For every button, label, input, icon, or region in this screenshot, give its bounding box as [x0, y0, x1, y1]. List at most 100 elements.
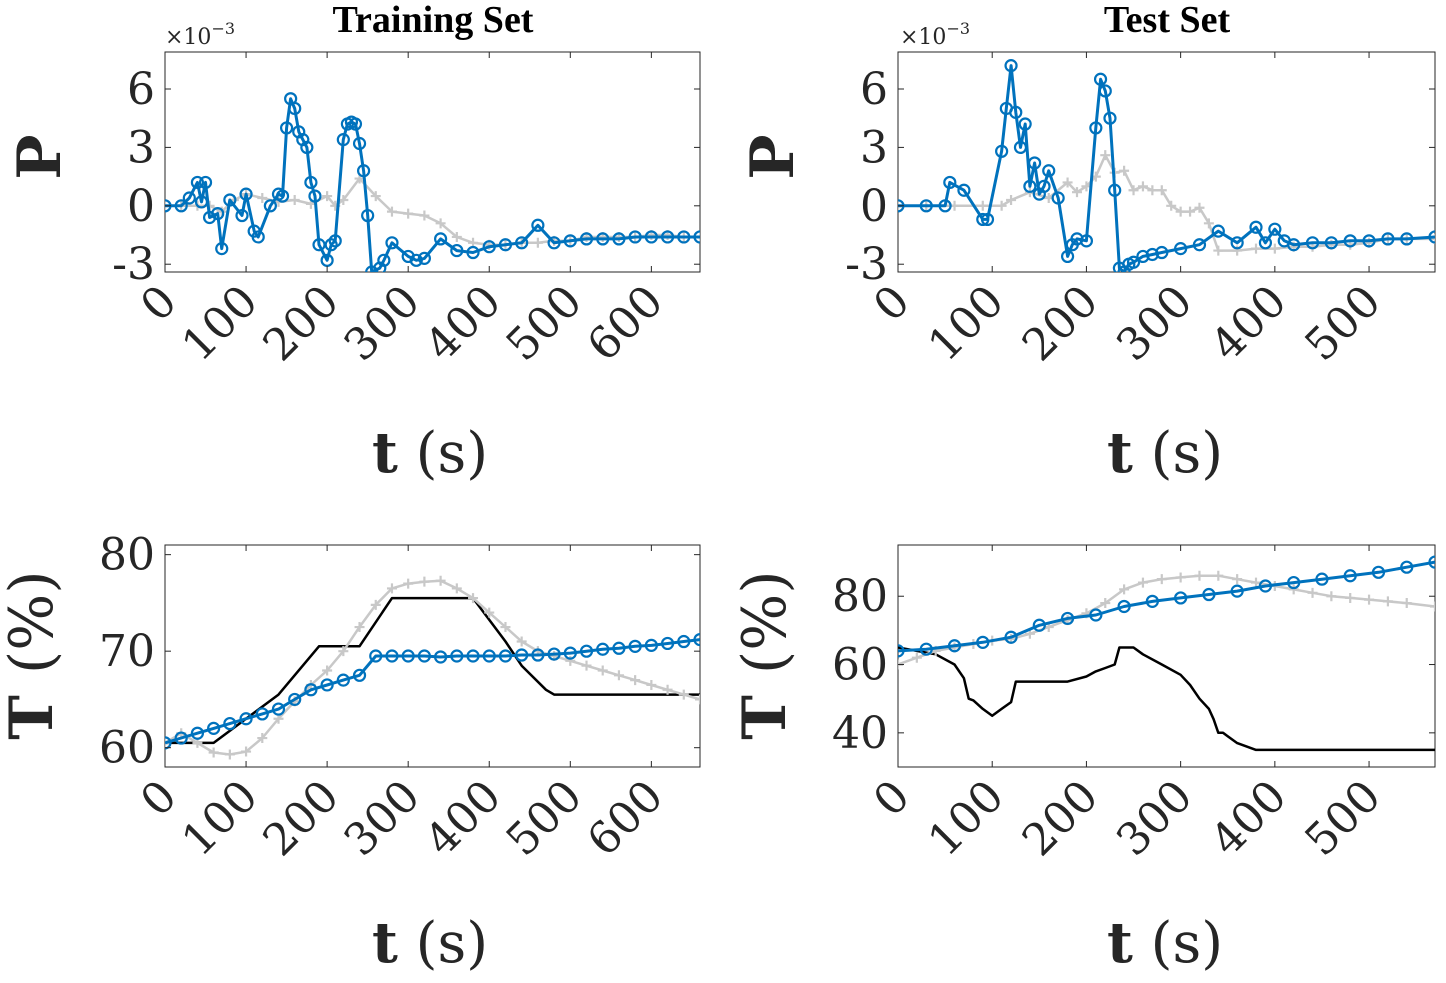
marker-circle	[239, 712, 253, 726]
series-line-black	[898, 646, 1435, 752]
marker-plus	[468, 593, 479, 604]
marker-plus	[597, 665, 608, 676]
exponent-power: −3	[211, 19, 235, 38]
series-group	[898, 555, 1435, 752]
marker-circle	[434, 650, 448, 664]
marker-plus	[1156, 574, 1167, 585]
marker-circle	[215, 242, 229, 256]
marker-circle	[207, 721, 221, 735]
marker-circle	[1089, 121, 1103, 135]
marker-circle	[995, 144, 1009, 158]
marker-circle	[1126, 255, 1141, 269]
marker-circle	[579, 232, 594, 246]
marker-plus	[257, 193, 268, 204]
marker-circle	[223, 193, 237, 207]
x-tick-label: 200	[253, 276, 348, 371]
marker-circle	[304, 683, 318, 697]
marker-circle	[1192, 238, 1207, 252]
marker-circle	[1202, 587, 1216, 602]
y-axis-label: T (%)	[730, 570, 800, 739]
x-axis-unit: (s)	[416, 421, 488, 486]
marker-circle	[1258, 579, 1273, 593]
y-tick-label: 6	[127, 64, 155, 115]
y-axis-label: P	[738, 134, 808, 179]
x-tick-label: 300	[1107, 276, 1202, 371]
marker-circle	[943, 175, 957, 190]
y-axis-label: T (%)	[0, 570, 67, 739]
marker-plus	[370, 599, 381, 610]
marker-circle	[1028, 156, 1042, 170]
marker-circle	[174, 199, 188, 213]
marker-circle	[1117, 599, 1131, 614]
marker-circle	[1249, 220, 1263, 234]
marker-circle	[1037, 179, 1051, 193]
marker-plus	[1251, 577, 1261, 588]
marker-plus	[484, 607, 495, 618]
marker-circle	[352, 136, 367, 151]
y-tick-label: 80	[99, 530, 155, 581]
marker-circle	[279, 121, 294, 135]
marker-circle	[1211, 224, 1225, 238]
x-tick-label: 200	[1013, 276, 1108, 371]
marker-circle	[194, 195, 209, 209]
marker-circle	[409, 253, 423, 267]
marker-circle	[377, 253, 391, 267]
marker-circle	[628, 230, 642, 244]
panel-title: Test Set	[1104, 0, 1231, 41]
y-tick-label: 70	[99, 626, 155, 677]
x-tick-label: 400	[1201, 771, 1296, 866]
marker-circle	[644, 230, 658, 244]
marker-circle	[348, 117, 363, 131]
marker-circle	[547, 647, 561, 661]
marker-plus	[322, 665, 333, 676]
marker-circle	[498, 238, 513, 252]
x-tick-label: 500	[1295, 276, 1390, 371]
marker-circle	[980, 212, 995, 227]
x-tick-label: 400	[1201, 276, 1296, 371]
y-tick-label: 60	[99, 723, 155, 774]
marker-plus	[1006, 194, 1017, 205]
marker-circle	[1258, 236, 1273, 250]
x-tick-label: 400	[416, 771, 511, 866]
marker-plus	[1269, 243, 1280, 254]
x-axis-label: t (s)	[372, 910, 488, 976]
x-axis-variable: t	[372, 420, 398, 486]
marker-plus	[1175, 572, 1186, 583]
marker-circle	[466, 649, 480, 663]
x-axis-unit: (s)	[1151, 421, 1223, 486]
marker-circle	[304, 175, 318, 190]
series-group	[898, 59, 1435, 272]
marker-plus	[1307, 587, 1318, 598]
marker-circle	[271, 702, 286, 716]
marker-plus	[1326, 591, 1337, 602]
marker-circle	[255, 707, 269, 721]
marker-plus	[1137, 181, 1148, 192]
series-line-black	[165, 596, 700, 745]
marker-circle	[223, 716, 237, 731]
marker-circle	[1145, 247, 1159, 262]
y-axis-unit: (%)	[0, 570, 67, 674]
y-tick-label: 80	[832, 571, 888, 622]
marker-plus	[1203, 218, 1214, 229]
marker-circle	[1400, 232, 1414, 246]
marker-circle	[385, 649, 399, 663]
x-axis-label: t (s)	[372, 420, 488, 486]
axes-box	[897, 51, 1436, 273]
x-tick-label: 100	[172, 771, 267, 866]
marker-circle	[417, 251, 431, 265]
marker-plus	[322, 191, 333, 202]
series-line-blue	[165, 97, 700, 272]
marker-circle	[308, 189, 322, 203]
marker-plus	[1401, 598, 1412, 609]
marker-plus	[257, 733, 268, 744]
marker-plus	[911, 652, 922, 663]
marker-circle	[596, 642, 610, 656]
marker-circle	[1305, 236, 1320, 250]
marker-circle	[1060, 249, 1075, 264]
marker-plus	[451, 231, 462, 242]
x-axis-unit: (s)	[416, 911, 488, 976]
marker-circle	[1343, 234, 1357, 248]
axes-box	[164, 544, 701, 768]
x-axis-label: t (s)	[1107, 910, 1223, 976]
